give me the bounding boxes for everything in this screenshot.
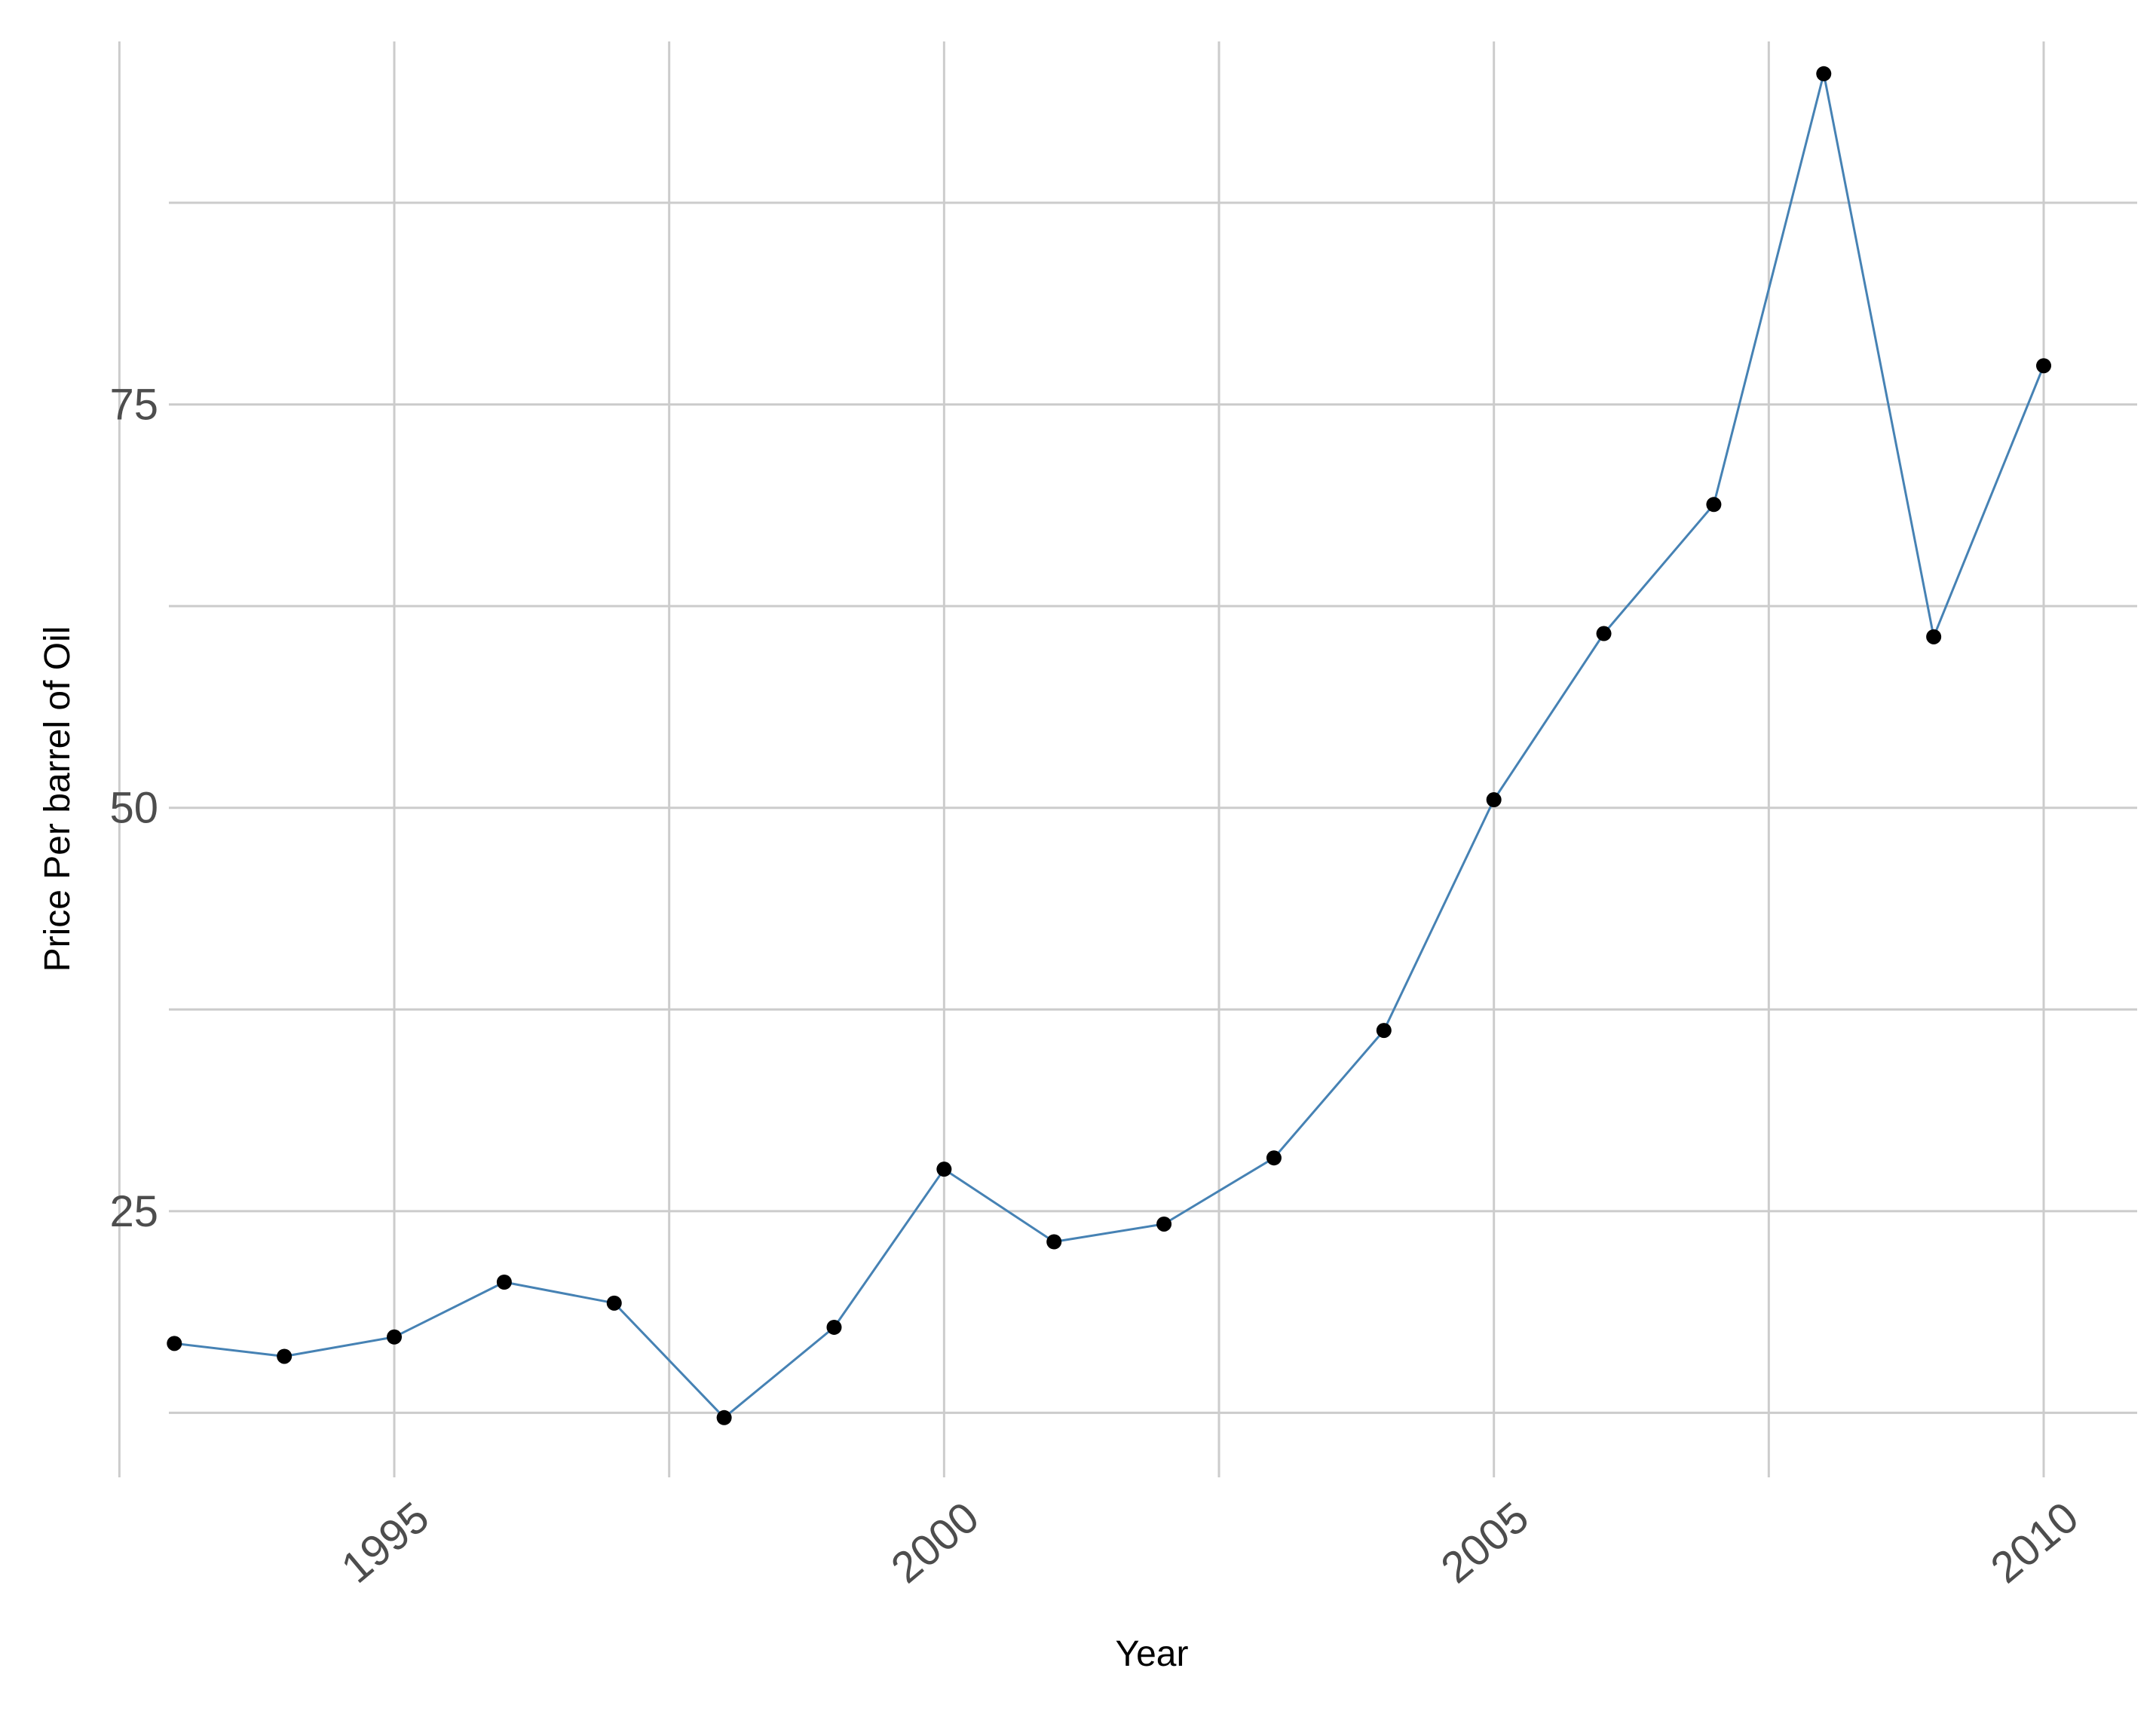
x-axis-title: Year [1116, 1634, 1189, 1674]
data-point [167, 1336, 182, 1351]
data-point [277, 1348, 292, 1364]
data-point [936, 1162, 952, 1177]
data-point [606, 1295, 622, 1311]
y-tick-label: 50 [109, 784, 158, 833]
data-point [1266, 1150, 1282, 1166]
data-point [1486, 792, 1502, 808]
tick-labels: 25 50 75 1995 2000 2005 2010 [109, 381, 2087, 1593]
data-point [496, 1275, 512, 1290]
data-point [716, 1410, 732, 1425]
data-point [1156, 1216, 1172, 1232]
data-point [1926, 629, 1942, 644]
data-point [1046, 1234, 1062, 1250]
x-tick-label: 2005 [1432, 1492, 1538, 1593]
y-tick-label: 25 [109, 1187, 158, 1236]
grid-lines [118, 41, 2137, 1477]
y-tick-label: 75 [109, 381, 158, 430]
data-points [167, 66, 2052, 1425]
data-point [1706, 497, 1722, 513]
data-point [1816, 66, 1832, 81]
x-tick-label: 2010 [1982, 1492, 2088, 1593]
data-point [1596, 626, 1612, 641]
y-axis-title: Price Per barrel of Oil [38, 626, 78, 972]
series-line [174, 72, 2045, 1419]
x-tick-label: 1995 [332, 1492, 439, 1593]
data-point [1376, 1023, 1392, 1039]
data-point [2036, 358, 2052, 374]
x-tick-label: 2000 [882, 1492, 988, 1593]
series-line-layer [174, 72, 2045, 1419]
data-point [826, 1319, 842, 1335]
data-point [387, 1329, 403, 1345]
